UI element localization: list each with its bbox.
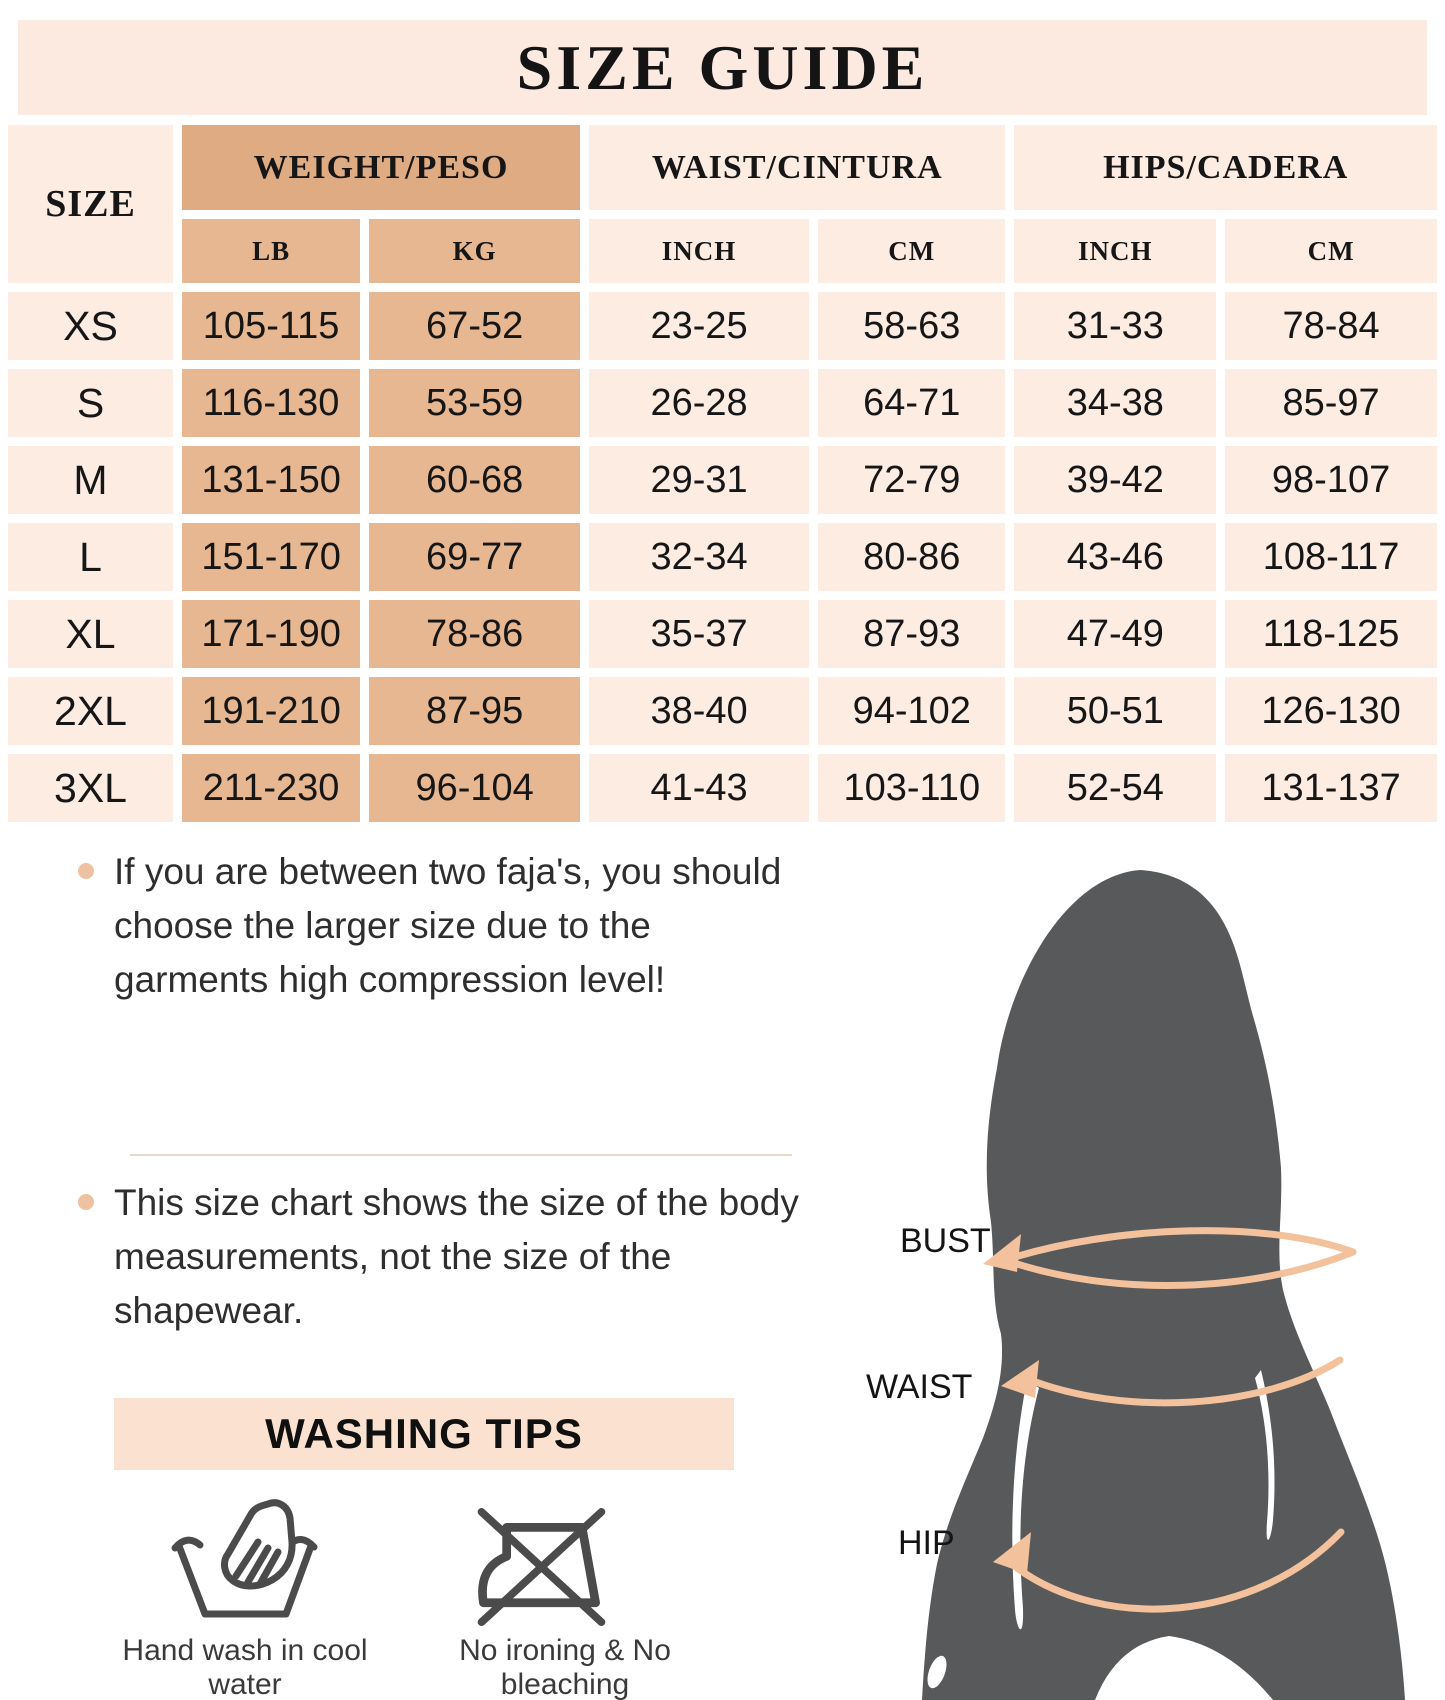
table-cell: 171-190 bbox=[182, 600, 361, 668]
waist-group-header: WAIST/CINTURA bbox=[589, 125, 1006, 210]
hand-wash-icon bbox=[170, 1496, 320, 1631]
notes-divider bbox=[130, 1154, 792, 1156]
hand-wash-label: Hand wash in cool water bbox=[122, 1634, 368, 1700]
table-cell: 108-117 bbox=[1225, 523, 1437, 591]
table-cell: 26-28 bbox=[589, 369, 810, 437]
table-cell-size: 3XL bbox=[8, 754, 173, 822]
unit-header-hips-inch: INCH bbox=[1014, 219, 1217, 283]
table-cell: 105-115 bbox=[182, 292, 361, 360]
table-cell: 85-97 bbox=[1225, 369, 1437, 437]
bust-label: BUST bbox=[900, 1222, 991, 1260]
weight-group-header: WEIGHT/PESO bbox=[182, 125, 581, 210]
table-cell: 47-49 bbox=[1014, 600, 1217, 668]
table-cell: 31-33 bbox=[1014, 292, 1217, 360]
table-cell: 41-43 bbox=[589, 754, 810, 822]
table-cell: 34-38 bbox=[1014, 369, 1217, 437]
note-text: This size chart shows the size of the bo… bbox=[114, 1182, 799, 1331]
body-silhouette-figure bbox=[922, 870, 1405, 1700]
unit-header-waist-cm: CM bbox=[818, 219, 1006, 283]
table-cell: 29-31 bbox=[589, 446, 810, 514]
unit-header-kg: KG bbox=[369, 219, 581, 283]
table-cell: 52-54 bbox=[1014, 754, 1217, 822]
no-iron-icon bbox=[468, 1500, 613, 1640]
note-item: If you are between two faja's, you shoul… bbox=[78, 845, 818, 1007]
waist-label: WAIST bbox=[866, 1368, 973, 1406]
table-cell: 126-130 bbox=[1225, 677, 1437, 745]
table-cell: 60-68 bbox=[369, 446, 581, 514]
bullet-dot-icon bbox=[78, 1194, 94, 1210]
table-cell: 131-137 bbox=[1225, 754, 1437, 822]
washing-tips-header: WASHING TIPS bbox=[114, 1398, 734, 1470]
table-cell: 211-230 bbox=[182, 754, 361, 822]
table-cell: 96-104 bbox=[369, 754, 581, 822]
note-item: This size chart shows the size of the bo… bbox=[78, 1176, 818, 1338]
table-cell: 35-37 bbox=[589, 600, 810, 668]
table-cell: 116-130 bbox=[182, 369, 361, 437]
table-cell-size: XS bbox=[8, 292, 173, 360]
bullet-dot-icon bbox=[78, 863, 94, 879]
table-cell: 50-51 bbox=[1014, 677, 1217, 745]
table-cell: 64-71 bbox=[818, 369, 1006, 437]
unit-header-lb: LB bbox=[182, 219, 361, 283]
table-cell-size: M bbox=[8, 446, 173, 514]
table-cell: 131-150 bbox=[182, 446, 361, 514]
table-cell: 72-79 bbox=[818, 446, 1006, 514]
size-table: SIZE WEIGHT/PESO WAIST/CINTURA HIPS/CADE… bbox=[8, 125, 1437, 822]
table-cell: 39-42 bbox=[1014, 446, 1217, 514]
no-iron-label: No ironing & No bleaching bbox=[459, 1634, 671, 1700]
table-cell-size: L bbox=[8, 523, 173, 591]
hips-group-header: HIPS/CADERA bbox=[1014, 125, 1437, 210]
table-cell: 67-52 bbox=[369, 292, 581, 360]
hip-label: HIP bbox=[898, 1524, 955, 1562]
table-cell: 118-125 bbox=[1225, 600, 1437, 668]
table-cell-size: XL bbox=[8, 600, 173, 668]
table-cell: 43-46 bbox=[1014, 523, 1217, 591]
table-cell: 69-77 bbox=[369, 523, 581, 591]
table-cell: 103-110 bbox=[818, 754, 1006, 822]
table-cell-size: 2XL bbox=[8, 677, 173, 745]
unit-header-waist-inch: INCH bbox=[589, 219, 810, 283]
table-cell: 80-86 bbox=[818, 523, 1006, 591]
title-band: SIZE GUIDE bbox=[18, 20, 1427, 115]
table-cell: 78-86 bbox=[369, 600, 581, 668]
table-cell: 32-34 bbox=[589, 523, 810, 591]
table-cell-size: S bbox=[8, 369, 173, 437]
table-cell: 23-25 bbox=[589, 292, 810, 360]
table-cell: 58-63 bbox=[818, 292, 1006, 360]
table-cell: 94-102 bbox=[818, 677, 1006, 745]
table-cell: 98-107 bbox=[1225, 446, 1437, 514]
table-cell: 53-59 bbox=[369, 369, 581, 437]
washing-tips-title: WASHING TIPS bbox=[265, 1410, 583, 1457]
table-cell: 78-84 bbox=[1225, 292, 1437, 360]
size-column-header: SIZE bbox=[8, 125, 173, 283]
page-title: SIZE GUIDE bbox=[516, 31, 929, 103]
table-cell: 38-40 bbox=[589, 677, 810, 745]
table-cell: 87-93 bbox=[818, 600, 1006, 668]
table-cell: 87-95 bbox=[369, 677, 581, 745]
table-cell: 151-170 bbox=[182, 523, 361, 591]
note-text: If you are between two faja's, you shoul… bbox=[114, 851, 782, 1000]
unit-header-hips-cm: CM bbox=[1225, 219, 1437, 283]
table-cell: 191-210 bbox=[182, 677, 361, 745]
